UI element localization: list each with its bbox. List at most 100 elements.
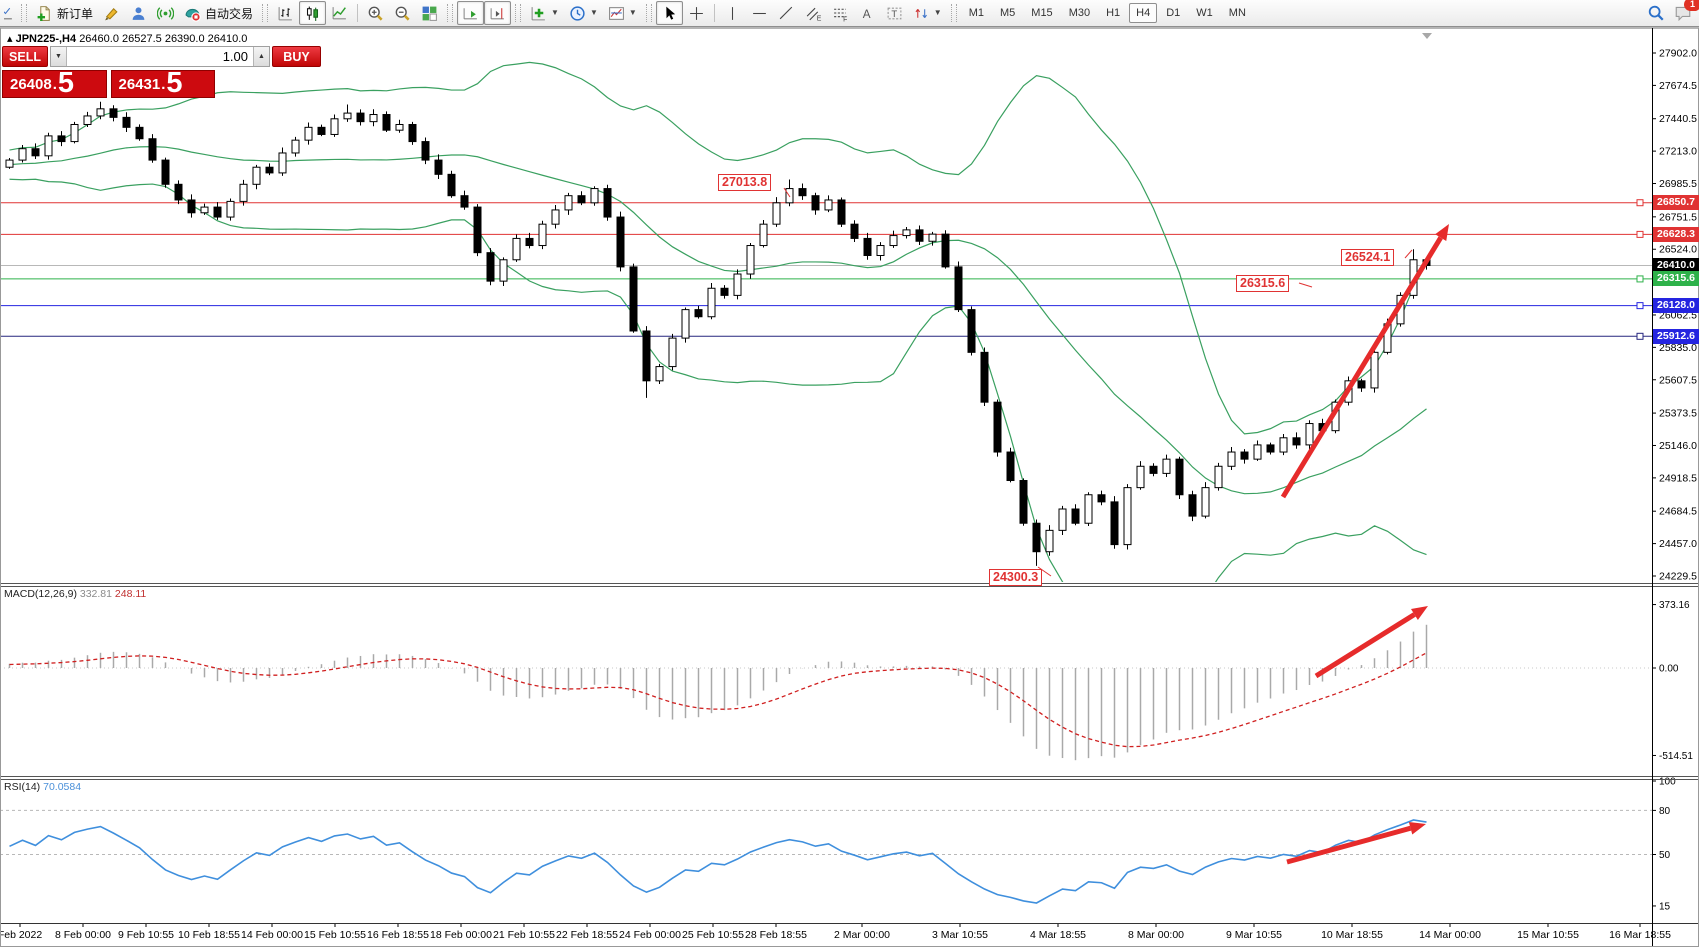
- buy-price-dot: .: [161, 76, 166, 93]
- time-axis-label: 25 Feb 10:55: [682, 929, 744, 941]
- notification-count-badge: 1: [1684, 0, 1699, 11]
- bar-chart-button[interactable]: [272, 1, 299, 25]
- broadcast-icon: [157, 6, 175, 20]
- y-axis-tick-label: 27674.5: [1659, 80, 1697, 92]
- text-label-button[interactable]: T: [881, 1, 908, 25]
- timeframe-W1[interactable]: W1: [1196, 7, 1213, 19]
- main-toolbar: 新订单 自动交易: [0, 0, 1699, 27]
- one-click-trading-panel: SELL ▼ ▲ BUY 26408 . 5 26431 . 5: [2, 46, 321, 99]
- buy-button[interactable]: BUY: [272, 46, 321, 67]
- profile-button[interactable]: [125, 1, 152, 25]
- time-axis-label: 2 Mar 00:00: [834, 929, 890, 941]
- vertical-line-button[interactable]: [719, 1, 746, 25]
- dropdown-caret-icon: ▼: [589, 8, 598, 17]
- line-chart-icon: [332, 6, 346, 19]
- zoom-out-icon: [395, 6, 410, 21]
- auto-scroll-icon: [463, 7, 477, 19]
- auto-trading-icon: [185, 8, 201, 22]
- horizontal-line-button[interactable]: [746, 1, 773, 25]
- text-button[interactable]: A: [854, 1, 881, 25]
- templates-button[interactable]: ▼: [603, 1, 642, 25]
- add-indicator-button[interactable]: ▼: [525, 1, 564, 25]
- line-chart-button[interactable]: [326, 1, 353, 25]
- timeframe-M15[interactable]: M15: [1031, 7, 1053, 19]
- cursor-arrow-icon: [666, 6, 675, 20]
- new-order-button[interactable]: 新订单: [31, 1, 98, 25]
- styler-button[interactable]: [98, 1, 125, 25]
- volume-decrease-button[interactable]: ▼: [51, 47, 67, 66]
- trendline-button[interactable]: [773, 1, 800, 25]
- crosshair-button[interactable]: [683, 1, 710, 25]
- time-axis-label: 18 Feb 00:00: [430, 929, 492, 941]
- y-axis-tick-label: 26985.5: [1659, 178, 1697, 190]
- bollinger-middle-band: [9, 146, 1427, 495]
- tile-windows-button[interactable]: [416, 1, 443, 25]
- rsi-line: [9, 819, 1427, 904]
- time-axis-label: 16 Feb 18:55: [367, 929, 429, 941]
- chart-shift-button[interactable]: [484, 1, 512, 25]
- svg-text:T: T: [891, 9, 897, 20]
- fibonacci-button[interactable]: F: [827, 1, 854, 25]
- auto-scroll-button[interactable]: [457, 1, 485, 25]
- notifications-button[interactable]: 1: [1669, 0, 1699, 25]
- candlestick-chart-button[interactable]: [299, 1, 327, 25]
- volume-input[interactable]: [67, 47, 253, 66]
- rsi-axis-label: 50: [1659, 850, 1671, 861]
- timeframe-D1[interactable]: D1: [1166, 7, 1181, 19]
- macd-axis-label: 373.16: [1659, 600, 1690, 611]
- timeframe-M30[interactable]: M30: [1068, 7, 1091, 19]
- periods-button[interactable]: ▼: [564, 1, 603, 25]
- time-axis-label: 4 Mar 18:55: [1030, 929, 1086, 941]
- chart-icon: [4, 7, 12, 19]
- zoom-out-button[interactable]: [389, 1, 416, 25]
- clipped-toolbar-icon[interactable]: [3, 1, 17, 25]
- timeframe-M5[interactable]: M5: [1000, 7, 1016, 19]
- bar-chart-icon: [278, 6, 292, 20]
- toolbar-grip: [645, 4, 652, 22]
- timeframe-MN[interactable]: MN: [1228, 7, 1246, 19]
- toolbar-grip: [515, 4, 522, 22]
- text-a-icon: A: [863, 7, 871, 20]
- macd-panel: [0, 624, 1652, 761]
- add-indicator-icon: [531, 6, 545, 20]
- zoom-in-button[interactable]: [362, 1, 389, 25]
- text-label-icon: T: [887, 7, 902, 20]
- signals-button[interactable]: [152, 1, 179, 25]
- arrow-shapes-button[interactable]: ▼: [908, 1, 947, 25]
- brush-icon: [105, 7, 118, 20]
- toolbar-grip: [950, 4, 957, 22]
- horizontal-line-icon: [752, 12, 766, 14]
- time-axis-label: 3 Mar 10:55: [932, 929, 988, 941]
- tile-windows-icon: [422, 6, 437, 21]
- search-button[interactable]: [1642, 1, 1669, 25]
- timeframe-H4[interactable]: H4: [1129, 3, 1158, 23]
- svg-text:A: A: [863, 7, 871, 20]
- equidistant-channel-button[interactable]: E: [800, 1, 827, 25]
- y-axis-tick-label: 24684.5: [1659, 506, 1697, 518]
- timeframe-M1[interactable]: M1: [968, 7, 984, 19]
- buy-price-display[interactable]: 26431 . 5: [110, 69, 215, 98]
- sell-price-display[interactable]: 26408 . 5: [2, 67, 107, 99]
- volume-increase-button[interactable]: ▲: [253, 47, 269, 66]
- auto-trading-button[interactable]: 自动交易: [179, 1, 258, 25]
- rsi-panel: [0, 809, 1652, 904]
- y-axis-tick-label: 24457.0: [1659, 538, 1697, 550]
- sell-button[interactable]: SELL: [2, 46, 48, 67]
- sell-price-frac: 5: [57, 67, 75, 99]
- timeframe-group: M1 M5 M15 M30 H1 H4 D1 W1 MN: [961, 3, 1254, 23]
- arrow-shapes-icon: [915, 8, 927, 18]
- y-axis-tick-label: 25607.5: [1659, 374, 1697, 386]
- time-axis-label: 24 Feb 00:00: [619, 929, 681, 941]
- time-axis-label: 10 Mar 18:55: [1321, 929, 1383, 941]
- toolbar-separator: [357, 4, 359, 22]
- cursor-button[interactable]: [655, 1, 683, 25]
- time-axis-label: 14 Feb 00:00: [241, 929, 303, 941]
- equidistant-channel-icon: E: [806, 7, 821, 22]
- time-axis-label: 21 Feb 10:55: [493, 929, 555, 941]
- timeframe-H1[interactable]: H1: [1106, 7, 1121, 19]
- time-axis-label: 15 Mar 10:55: [1517, 929, 1579, 941]
- time-axis-label: Feb 2022: [0, 929, 42, 941]
- dropdown-caret-icon: ▼: [551, 8, 559, 17]
